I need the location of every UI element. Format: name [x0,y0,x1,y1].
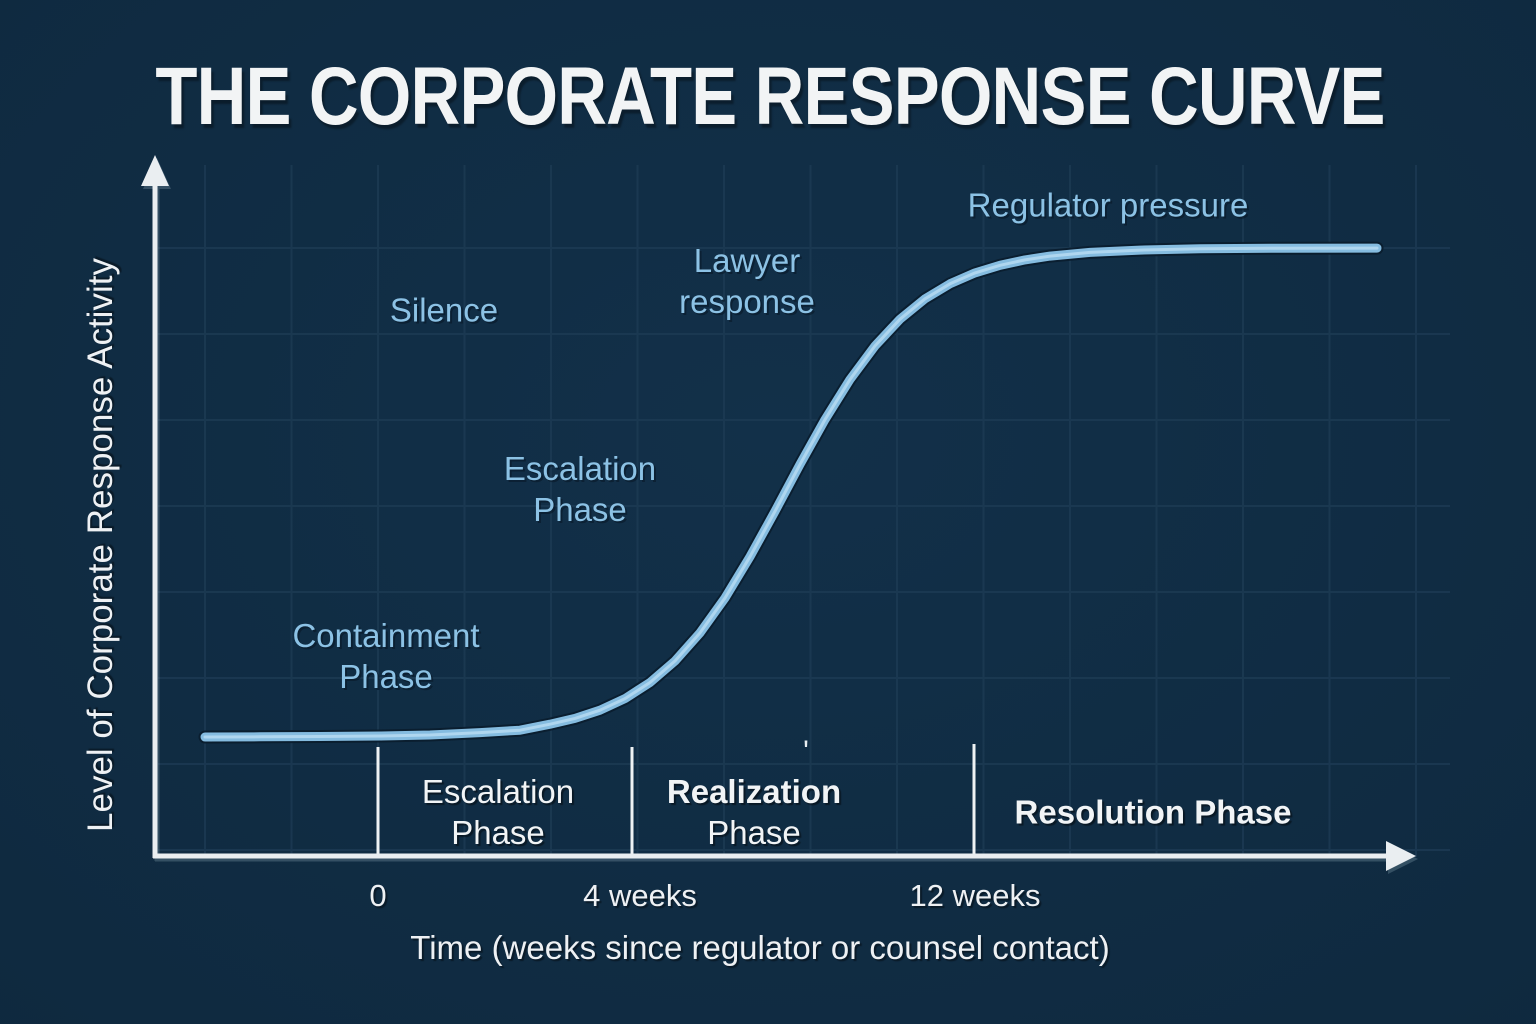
band-escalation-line2: Phase [451,814,545,851]
annotation-regulator-pressure: Regulator pressure [967,186,1249,224]
annotation-containment-phase: Containment Phase [292,617,480,695]
annotation-silence: Silence [389,291,499,329]
stray-mark: ' [803,735,809,768]
x-axis-arrow-icon [1386,841,1416,871]
axes [141,155,1416,871]
annotation-escalation-phase: Escalation Phase [503,450,657,528]
x-axis-label: Time (weeks since regulator or counsel c… [410,929,1110,966]
band-resolution-phase: Resolution Phase [1014,793,1292,831]
band-escalation-phase: Escalation Phase [422,771,574,853]
band-escalation-line1: Escalation [421,773,575,810]
y-axis-arrow-icon [141,155,169,186]
x-tick-4-weeks: 4 weeks [583,878,697,913]
response-curve-highlight [203,246,1379,739]
band-realization-phase: Realization Phase [667,771,841,853]
chart-title: THE CORPORATE RESPONSE CURVE [155,51,1385,142]
band-realization-line1: Realization [666,773,842,810]
x-tick-12-weeks: 12 weeks [909,878,1041,913]
x-tick-0: 0 [369,878,387,913]
annotation-lawyer-response: Lawyer response [679,242,815,320]
band-realization-line2: Phase [707,814,801,851]
